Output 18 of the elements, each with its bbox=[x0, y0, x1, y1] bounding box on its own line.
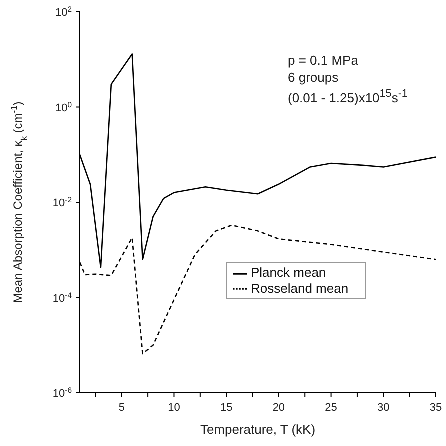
legend-label: Planck mean bbox=[251, 265, 326, 280]
x-tick-label: 20 bbox=[272, 402, 286, 414]
y-tick-label: 10$^{2}$ bbox=[55, 4, 72, 19]
x-tick-label: 35 bbox=[430, 402, 442, 414]
legend-label: Rosseland mean bbox=[251, 280, 349, 296]
annotation: 6 groups bbox=[288, 69, 340, 86]
x-tick-label: 15 bbox=[220, 402, 233, 414]
annotation: p = 0.1 MPa bbox=[288, 52, 360, 69]
annotation: (0.01 - 1.25)x10$^{15}$s$^{-1}$ bbox=[288, 87, 408, 106]
y-tick-label: 10$^{-2}$ bbox=[52, 195, 72, 210]
y-tick-label: 10$^{-4}$ bbox=[52, 290, 73, 305]
y-tick-label: 10$^{-6}$ bbox=[52, 386, 72, 400]
x-tick-label: 25 bbox=[325, 402, 338, 414]
x-tick-label: 10 bbox=[168, 402, 180, 414]
x-tick-label: 5 bbox=[118, 402, 125, 414]
x-tick-label: 30 bbox=[378, 402, 390, 414]
x-axis-title: Temperature, T (kK) bbox=[200, 422, 316, 437]
y-tick-label: 10$^{0}$ bbox=[55, 100, 72, 114]
